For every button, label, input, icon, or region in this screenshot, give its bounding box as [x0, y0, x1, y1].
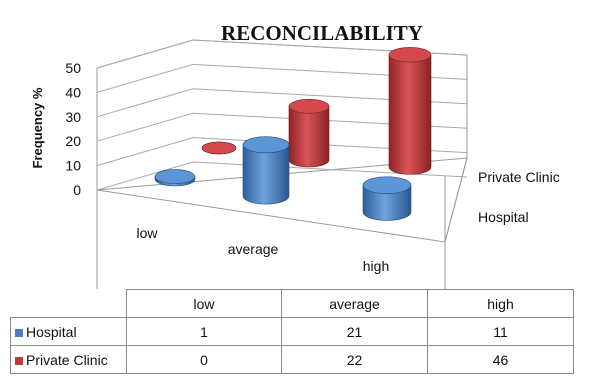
- table-row-hospital: Hospital 1 21 11: [10, 317, 574, 346]
- y-tick-label: 20: [65, 133, 81, 149]
- gridline: [96, 39, 468, 69]
- table-row-label-private-clinic: Private Clinic: [10, 345, 127, 374]
- y-tick-labels: 0 10 20 30 40 50: [65, 60, 81, 198]
- y-tick-label: 40: [65, 84, 81, 100]
- table-row-label-hospital: Hospital: [10, 317, 127, 346]
- y-tick-label: 50: [65, 60, 81, 76]
- bar-hospital-average: [242, 136, 290, 205]
- table-cell-hospital-high: 11: [427, 317, 574, 346]
- table-cell-hospital-average: 21: [281, 317, 428, 346]
- side-wall-outline: [444, 55, 468, 243]
- table-cell-private-clinic-average: 22: [281, 345, 428, 374]
- bar-private-clinic-average: [288, 99, 330, 168]
- y-axis-label: Frequency %: [30, 87, 45, 168]
- category-label-average: average: [228, 241, 279, 257]
- gridline: [96, 161, 468, 191]
- gridline: [96, 137, 468, 167]
- table-header-high: high: [427, 289, 574, 318]
- y-tick-label: 10: [65, 158, 81, 174]
- table-header-row: low average high: [10, 289, 574, 318]
- bar-hospital-high: [362, 176, 412, 221]
- bars: [154, 47, 432, 221]
- table-header-low: low: [126, 289, 282, 318]
- table-corner-cell: [10, 289, 127, 318]
- chart-title: RECONCILABILITY: [221, 21, 423, 45]
- bar-private-clinic-high: [388, 47, 432, 175]
- private-clinic-legend-swatch: [15, 356, 23, 365]
- bar-hospital-low: [154, 169, 196, 187]
- private-clinic-row-name: Private Clinic: [26, 351, 108, 368]
- table-cell-private-clinic-high: 46: [427, 345, 574, 374]
- category-label-low: low: [136, 225, 158, 241]
- table-cell-private-clinic-low: 0: [126, 345, 282, 374]
- table-row-private-clinic: Private Clinic 0 22 46: [10, 345, 574, 374]
- table-cell-hospital-low: 1: [126, 317, 282, 346]
- category-label-high: high: [363, 258, 389, 274]
- series-label-private-clinic: Private Clinic: [478, 169, 560, 185]
- table-header-average: average: [281, 289, 428, 318]
- gridline: [96, 112, 468, 142]
- y-tick-label: 0: [73, 182, 81, 198]
- gridline: [96, 63, 468, 93]
- hospital-row-name: Hospital: [26, 323, 77, 340]
- y-tick-label: 30: [65, 109, 81, 125]
- data-table: low average high Hospital 1 21 11 Privat…: [10, 289, 574, 374]
- bar-private-clinic-low: [201, 141, 237, 155]
- gridlines: [96, 39, 468, 191]
- series-label-hospital: Hospital: [478, 209, 529, 225]
- gridline: [96, 88, 468, 118]
- hospital-legend-swatch: [15, 328, 23, 337]
